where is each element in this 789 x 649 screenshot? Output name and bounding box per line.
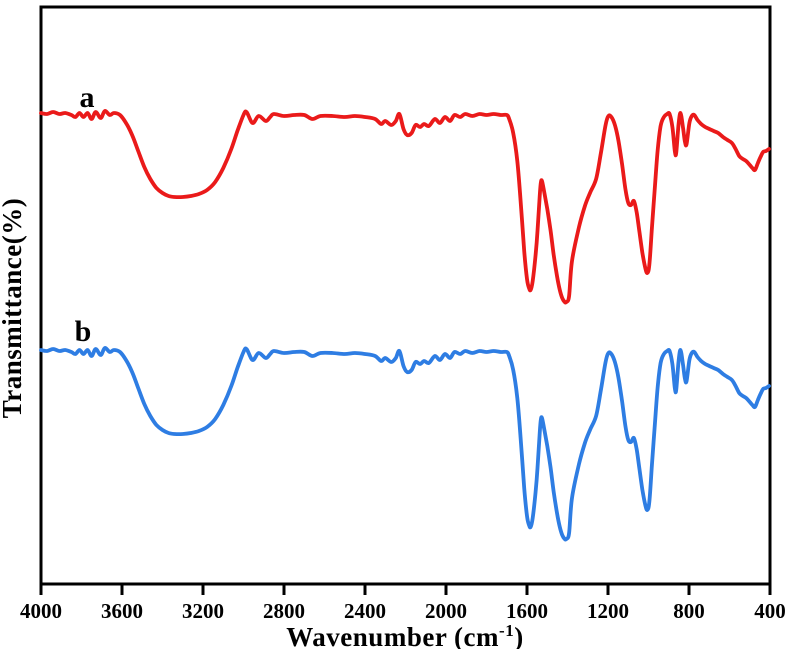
spectrum-curve-a	[39, 109, 771, 305]
y-axis-title: Transmittance(%)	[0, 198, 27, 418]
x-axis-tick-label: 1600	[506, 599, 548, 623]
x-axis-title-close: )	[514, 622, 524, 649]
series-a-letter-label: a	[80, 81, 95, 114]
spectrum-curve-b	[39, 346, 771, 542]
x-axis-tick-label: 2400	[344, 599, 386, 623]
spectra-curves	[39, 109, 771, 542]
x-axis-ticks: 4000 3600 3200 2800 2400 2000 1600 1200 800 400	[20, 584, 786, 623]
x-axis-tick-label: 1200	[587, 599, 629, 623]
plot-frame	[39, 5, 772, 586]
x-axis-tick-label: 2800	[263, 599, 305, 623]
x-axis-title: Wavenumber (cm-1)	[286, 621, 523, 649]
x-axis-tick-label: 3600	[101, 599, 143, 623]
x-axis-tick-label: 4000	[20, 599, 62, 623]
x-axis-tick-label: 800	[673, 599, 705, 623]
x-axis-tick-label: 2000	[425, 599, 467, 623]
series-b-letter-label: b	[75, 315, 92, 348]
x-axis-tick-label: 3200	[182, 599, 224, 623]
x-axis-title-superscript: -1	[499, 621, 514, 640]
x-axis-title-text: Wavenumber (cm	[286, 622, 499, 649]
x-axis-tick-label: 400	[754, 599, 786, 623]
